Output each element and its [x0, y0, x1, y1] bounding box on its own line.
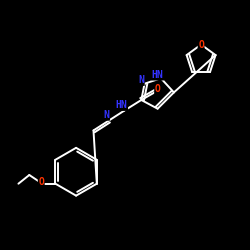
Text: N: N: [104, 110, 110, 120]
Text: HN: HN: [152, 70, 164, 80]
Text: O: O: [155, 84, 160, 94]
Text: O: O: [38, 176, 44, 186]
Text: HN: HN: [116, 100, 128, 110]
Text: N: N: [138, 76, 144, 86]
Text: O: O: [198, 40, 204, 50]
